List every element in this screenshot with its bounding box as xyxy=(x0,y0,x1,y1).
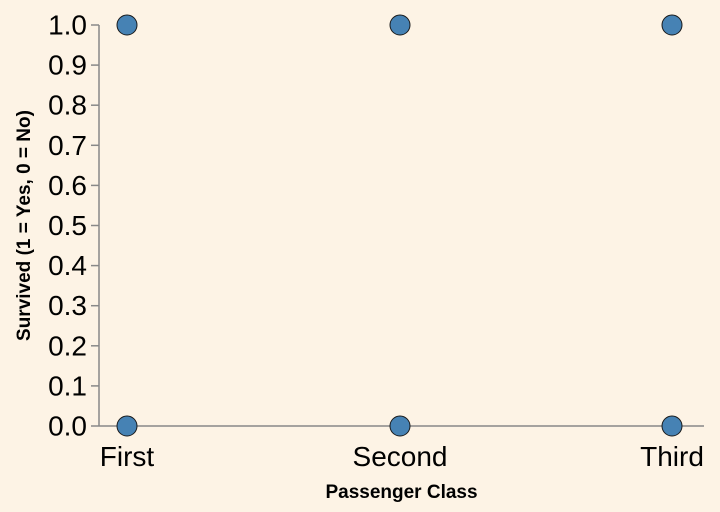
x-axis-ticks: First Second Third xyxy=(100,426,704,472)
data-point xyxy=(116,14,138,36)
y-tick-label: 0.4 xyxy=(48,250,87,281)
y-tick-label: 0.9 xyxy=(48,50,87,81)
y-tick-label: 1.0 xyxy=(48,10,87,41)
data-points xyxy=(116,14,683,437)
data-point xyxy=(116,415,138,437)
data-point xyxy=(389,14,411,36)
y-tick-label: 0.2 xyxy=(48,330,87,361)
y-tick-label: 0.7 xyxy=(48,130,87,161)
y-tick-label: 0.1 xyxy=(48,370,87,401)
data-point xyxy=(661,415,683,437)
x-tick-label: Second xyxy=(353,441,448,472)
y-axis-title: Survived (1 = Yes, 0 = No) xyxy=(14,110,35,341)
y-axis-ticks: 0.0 0.1 0.2 0.3 0.4 0.5 0.6 0.7 0.8 0.9 1.0 xyxy=(48,10,99,442)
y-tick-label: 0.0 xyxy=(48,411,87,442)
y-tick-label: 0.3 xyxy=(48,290,87,321)
y-tick-label: 0.8 xyxy=(48,90,87,121)
x-axis-title: Passenger Class xyxy=(325,482,477,503)
y-tick-label: 0.6 xyxy=(48,170,87,201)
y-tick-label: 0.5 xyxy=(48,210,87,241)
x-tick-label: First xyxy=(100,441,155,472)
data-point xyxy=(661,14,683,36)
data-point xyxy=(389,415,411,437)
x-tick-label: Third xyxy=(640,441,704,472)
